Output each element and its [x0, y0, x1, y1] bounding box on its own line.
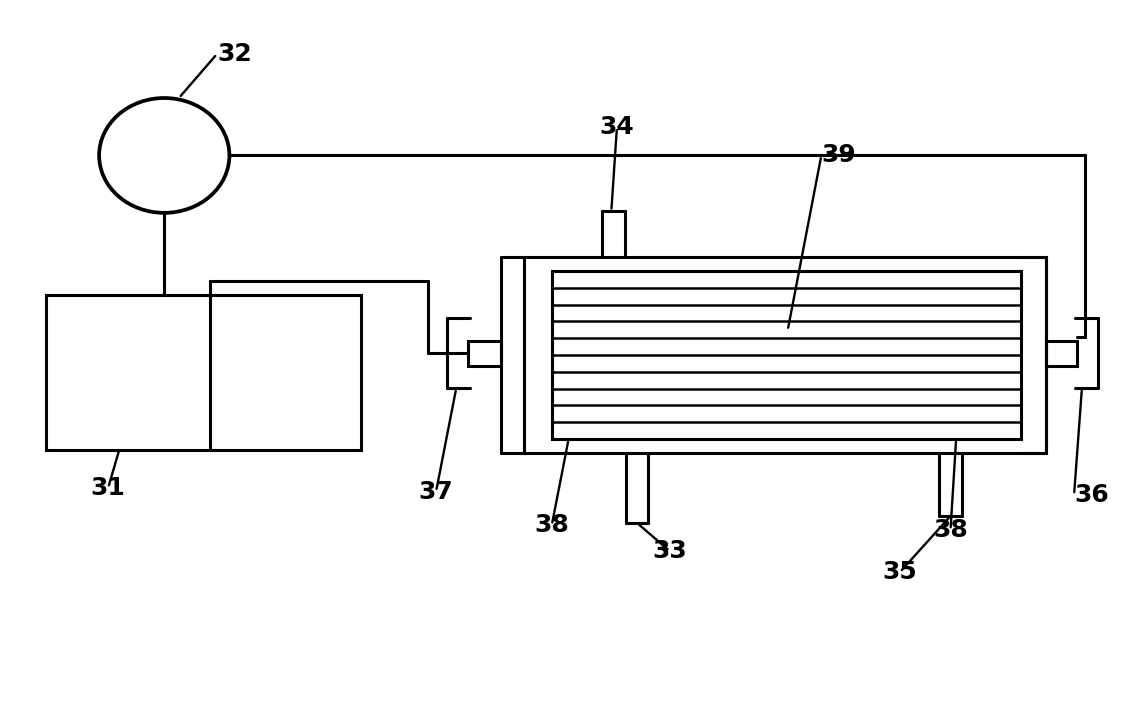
Bar	[46, 295, 360, 449]
Bar	[1046, 341, 1078, 366]
Text: 37: 37	[419, 479, 454, 503]
Bar	[524, 257, 1046, 453]
Text: 31: 31	[91, 476, 125, 500]
Text: 38: 38	[933, 518, 968, 542]
Bar	[552, 271, 1021, 439]
Text: 32: 32	[217, 42, 252, 66]
Text: 39: 39	[821, 143, 856, 167]
Text: 33: 33	[652, 539, 687, 563]
Bar	[467, 341, 501, 366]
Text: 38: 38	[535, 513, 569, 537]
Text: 36: 36	[1074, 483, 1109, 507]
Text: 34: 34	[599, 115, 634, 139]
Text: 35: 35	[883, 560, 918, 584]
